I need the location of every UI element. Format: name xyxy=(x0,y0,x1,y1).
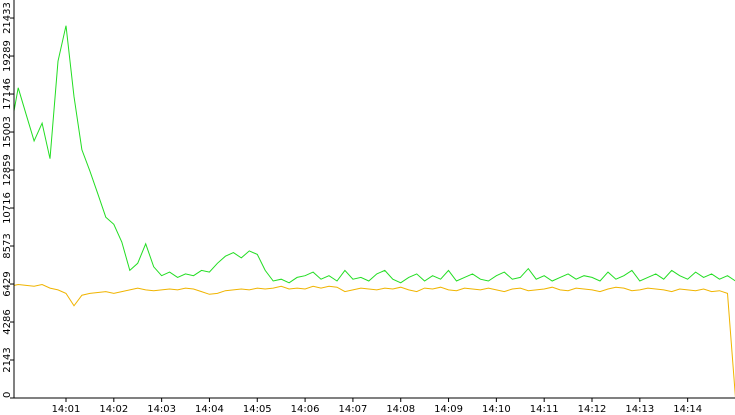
x-tick-label: 14:06 xyxy=(291,404,320,415)
y-tick-label: 4286 xyxy=(2,309,13,334)
y-tick-label: 17146 xyxy=(2,78,13,110)
series-line xyxy=(14,283,735,398)
y-tick-label: 6429 xyxy=(2,271,13,296)
y-tick-label: 19289 xyxy=(2,40,13,72)
plot-area xyxy=(14,25,735,398)
x-tick-label: 14:13 xyxy=(625,404,654,415)
y-tick-label: 21433 xyxy=(2,2,13,34)
x-tick-label: 14:05 xyxy=(243,404,272,415)
series-line xyxy=(14,25,735,284)
y-tick-label: 2143 xyxy=(2,347,13,372)
x-tick-label: 14:03 xyxy=(147,404,176,415)
x-tick-label: 14:09 xyxy=(434,404,463,415)
x-tick-label: 14:14 xyxy=(673,404,702,415)
axes: 0 2143 4286 6429 8573 10716 12859 15003 17146 192… xyxy=(2,2,702,415)
x-tick-label: 14:04 xyxy=(195,404,224,415)
x-tick-label: 14:07 xyxy=(338,404,367,415)
y-tick-label: 8573 xyxy=(2,233,13,258)
x-tick-label: 14:02 xyxy=(99,404,128,415)
x-tick-label: 14:12 xyxy=(578,404,607,415)
x-tick-label: 14:10 xyxy=(482,404,511,415)
y-tick-label: 12859 xyxy=(2,154,13,186)
y-tick-label: 15003 xyxy=(2,116,13,148)
x-tick-label: 14:11 xyxy=(530,404,559,415)
y-tick-label: 0 xyxy=(2,392,13,398)
y-tick-label: 10716 xyxy=(2,192,13,224)
x-tick-label: 14:08 xyxy=(386,404,415,415)
x-tick-label: 14:01 xyxy=(52,404,81,415)
